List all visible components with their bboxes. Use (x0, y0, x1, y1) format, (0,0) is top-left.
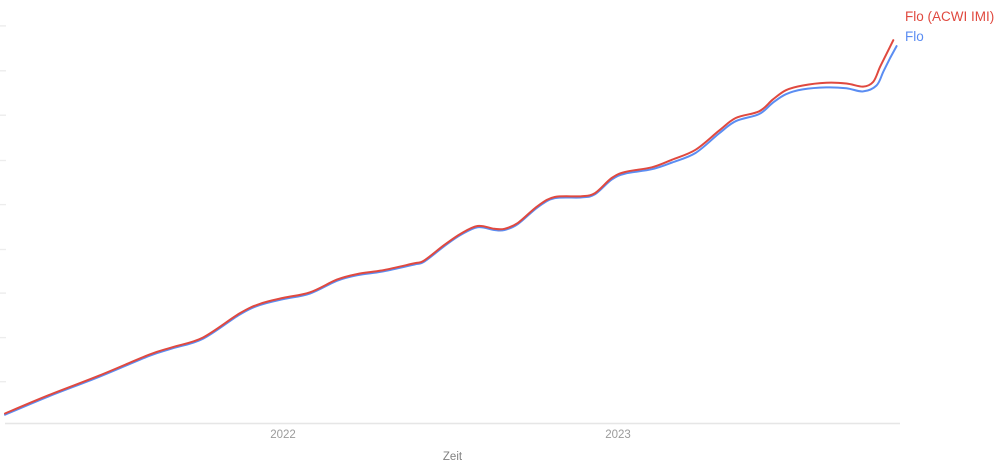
chart-legend: Flo (ACWI IMI) Flo (905, 7, 994, 47)
x-axis-tick-label: 2022 (270, 429, 296, 441)
series-line-flo-acwi-imi[interactable] (4, 39, 895, 415)
legend-item-flo-acwi-imi[interactable]: Flo (ACWI IMI) (905, 9, 995, 24)
x-axis-title: Zeit (442, 451, 463, 463)
x-axis-tick-label: 2023 (605, 429, 631, 441)
legend-item-flo[interactable]: Flo (905, 29, 924, 44)
